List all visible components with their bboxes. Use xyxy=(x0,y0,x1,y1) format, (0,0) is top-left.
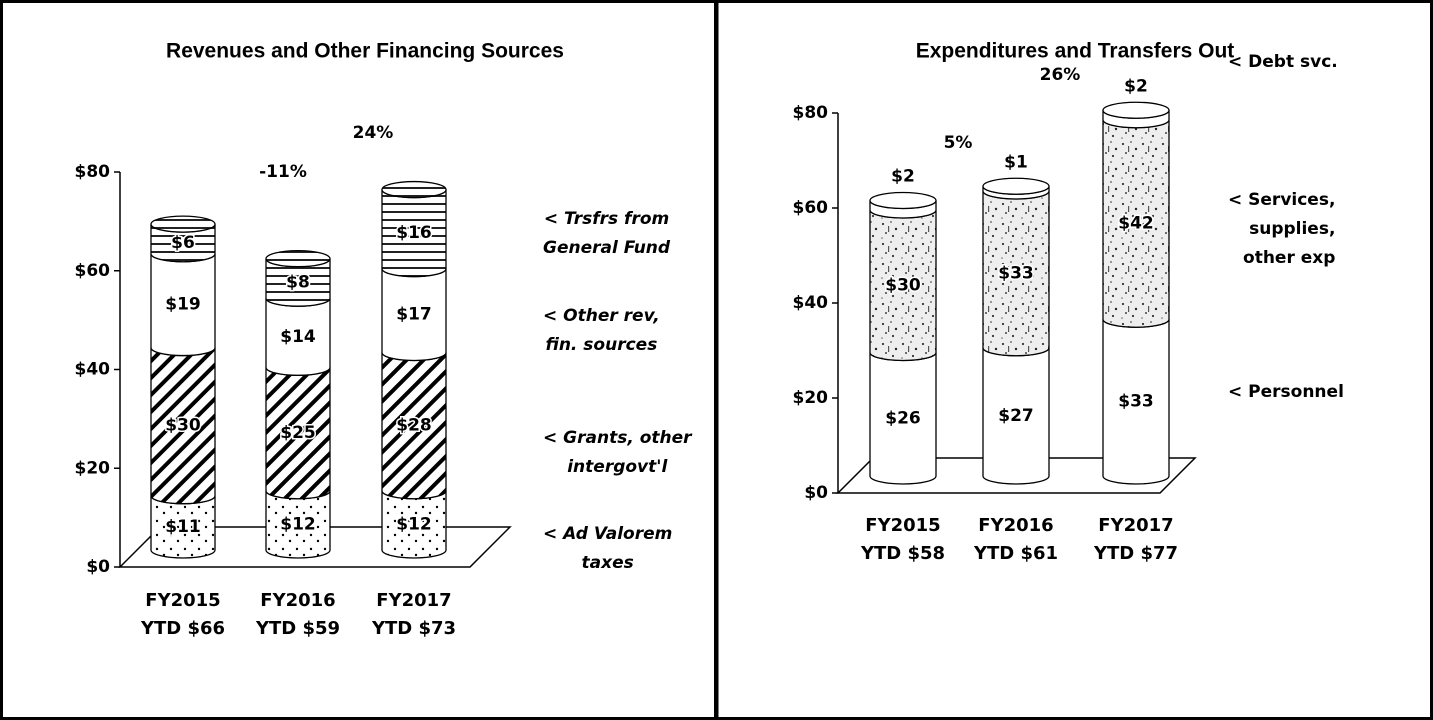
y-tick-label: $60 xyxy=(793,198,829,218)
value-label: $16 xyxy=(396,223,432,243)
x-tick-label: YTD $59 xyxy=(255,618,341,639)
value-label: $8 xyxy=(286,272,310,292)
x-tick-label: FY2015 xyxy=(865,515,941,536)
value-label: $28 xyxy=(396,416,432,436)
x-tick-label: FY2015 xyxy=(145,590,221,611)
change-label: 5% xyxy=(944,133,973,153)
change-label: 26% xyxy=(1040,65,1081,85)
value-label: $11 xyxy=(165,517,201,537)
value-label: $33 xyxy=(998,263,1034,283)
x-tick-label: YTD $66 xyxy=(140,618,226,639)
change-label: 24% xyxy=(353,123,394,143)
y-tick-label: $20 xyxy=(793,388,829,408)
value-label: $42 xyxy=(1118,214,1154,234)
x-tick-label: YTD $58 xyxy=(860,543,946,564)
x-tick-label: YTD $61 xyxy=(973,543,1059,564)
value-label: $12 xyxy=(396,514,432,534)
y-tick-label: $80 xyxy=(793,103,829,123)
cylinder-top xyxy=(982,177,1050,195)
value-label: $6 xyxy=(171,233,195,253)
value-label: $30 xyxy=(165,416,201,436)
value-label: $26 xyxy=(885,408,921,428)
y-tick-label: $60 xyxy=(75,261,111,281)
x-tick-label: FY2016 xyxy=(260,590,336,611)
value-label: $33 xyxy=(1118,392,1154,412)
cylinder-top xyxy=(869,191,937,210)
value-label: $19 xyxy=(165,295,201,315)
value-label: $12 xyxy=(280,514,316,534)
legend-label: < Trsfrs from General Fund xyxy=(543,209,671,258)
cylinder-top xyxy=(150,215,216,233)
value-label: $2 xyxy=(891,167,915,187)
legend-label: < Debt svc. xyxy=(1228,52,1338,72)
y-tick-label: $80 xyxy=(75,162,111,182)
change-label: -11% xyxy=(259,162,307,182)
x-tick-label: FY2017 xyxy=(376,590,452,611)
value-label: $30 xyxy=(885,275,921,295)
value-label: $17 xyxy=(396,305,432,325)
x-tick-label: FY2016 xyxy=(978,515,1054,536)
y-tick-label: $20 xyxy=(75,458,111,478)
x-tick-label: YTD $77 xyxy=(1093,543,1179,564)
legend-label: < Grants, other intergovt'l xyxy=(543,428,692,477)
y-tick-label: $40 xyxy=(793,293,829,313)
chart-title: Revenues and Other Financing Sources xyxy=(166,40,564,63)
x-tick-label: YTD $73 xyxy=(371,618,457,639)
value-label: $14 xyxy=(280,327,316,347)
cylinder-top xyxy=(265,250,331,268)
value-label: $2 xyxy=(1124,76,1148,96)
legend-label: < Other rev, fin. sources xyxy=(543,306,660,355)
legend-label: < Services, supplies, other exp xyxy=(1228,190,1336,268)
legend-label: < Ad Valorem taxes xyxy=(543,524,673,573)
panel-border xyxy=(715,0,1433,720)
value-label: $1 xyxy=(1004,152,1028,172)
x-tick-label: FY2017 xyxy=(1098,515,1174,536)
value-label: $25 xyxy=(280,423,316,443)
value-label: $27 xyxy=(998,406,1034,426)
y-tick-label: $0 xyxy=(804,483,828,503)
y-tick-label: $0 xyxy=(86,557,110,577)
cylinder-top xyxy=(381,180,447,199)
y-tick-label: $40 xyxy=(75,360,111,380)
cylinder-top xyxy=(1102,101,1170,119)
legend-label: < Personnel xyxy=(1228,382,1344,402)
chart-title: Expenditures and Transfers Out xyxy=(916,40,1235,63)
